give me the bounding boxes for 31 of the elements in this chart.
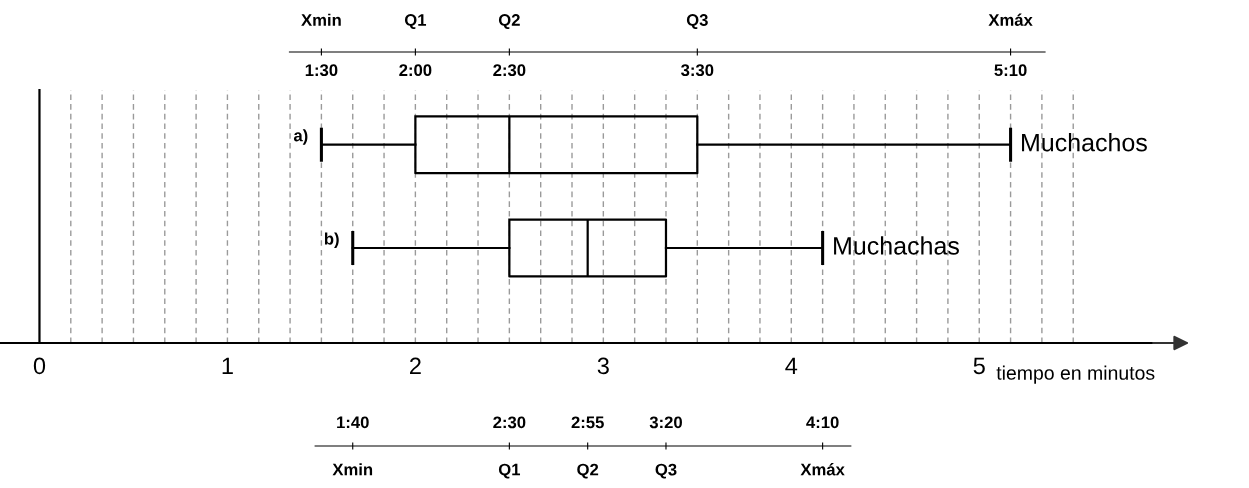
text: Q3 bbox=[655, 463, 677, 479]
text: Muchachas bbox=[834, 236, 959, 255]
text: 2:55 bbox=[571, 416, 604, 429]
x2-tick-label: 5:10 bbox=[994, 64, 1027, 77]
y-tick-label: b) bbox=[324, 232, 339, 248]
x-tick-label: 2 bbox=[410, 357, 421, 374]
text: Q3 bbox=[686, 14, 708, 30]
x2-tick-label: 2:00 bbox=[399, 64, 432, 77]
text: Q1 bbox=[498, 463, 521, 479]
x2-tick-label: 2:30 bbox=[493, 64, 526, 77]
text: 1:40 bbox=[337, 416, 369, 429]
x-tick-label: 0 bbox=[33, 357, 46, 375]
text: 4:10 bbox=[806, 416, 839, 429]
text: Muchachos bbox=[1022, 133, 1147, 152]
x2-tick-label: 1:30 bbox=[305, 64, 338, 77]
x-axis-title: tiempo en minutos bbox=[996, 365, 1155, 384]
x-tick-label: 3 bbox=[597, 357, 609, 375]
text: Xmin bbox=[301, 13, 341, 26]
text: 2:30 bbox=[493, 416, 526, 429]
text: Xmin bbox=[332, 463, 373, 476]
text: Xmáx bbox=[988, 13, 1033, 26]
x-tick-label: 5 bbox=[973, 357, 985, 375]
y-tick-label: a) bbox=[293, 129, 308, 145]
text: Q1 bbox=[404, 14, 427, 30]
x2-tick-label: 3:30 bbox=[681, 64, 714, 77]
x-tick-label: 1 bbox=[222, 357, 233, 374]
text: Xmáx bbox=[800, 463, 845, 476]
text: 3:20 bbox=[649, 416, 682, 429]
text: Q2 bbox=[498, 14, 520, 30]
x-tick-label: 4 bbox=[785, 357, 798, 374]
text: Q2 bbox=[577, 463, 599, 479]
